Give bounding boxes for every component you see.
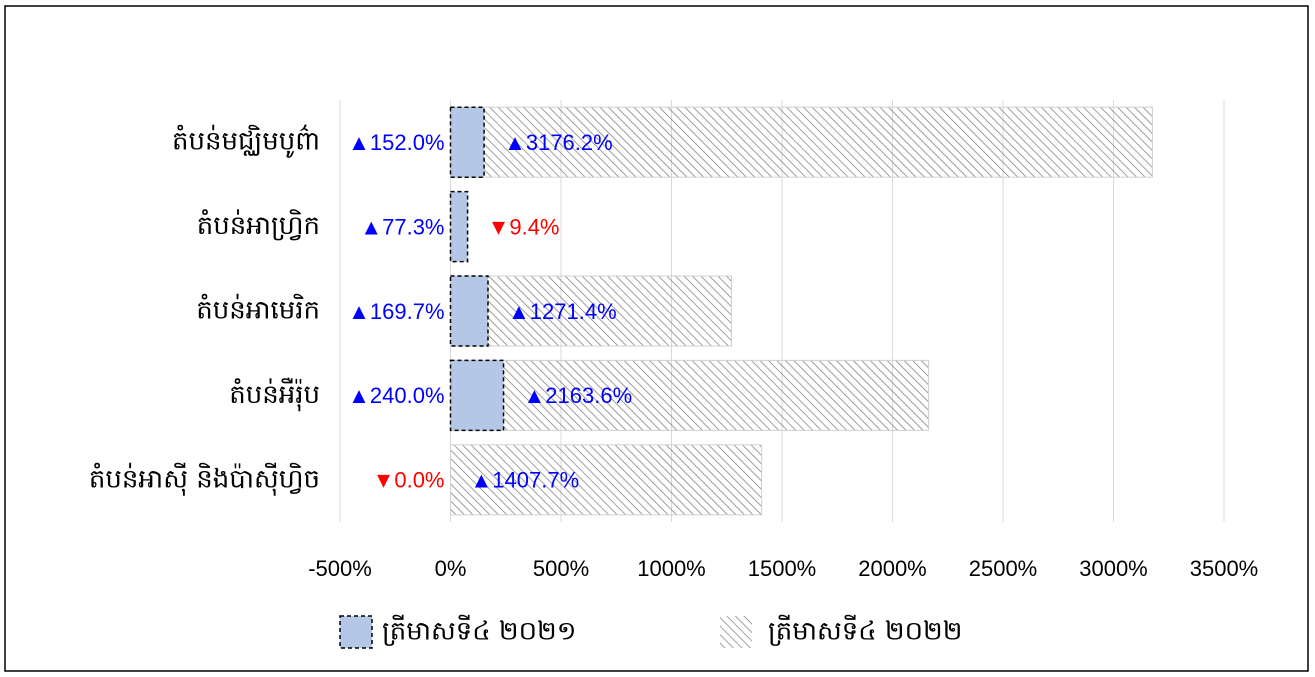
legend-swatch bbox=[339, 615, 373, 649]
bar-2021 bbox=[449, 275, 489, 347]
category-label: តំបន់អឺរ៉ុប bbox=[229, 377, 320, 412]
bar-2022 bbox=[450, 106, 1153, 178]
data-label: ▼0.0% bbox=[373, 468, 445, 493]
x-tick-label: 2000% bbox=[858, 556, 927, 581]
category-label: តំបន់អាស៊ី និងប៉ាស៊ីហ្វិច bbox=[89, 462, 320, 496]
bar-2022 bbox=[450, 275, 732, 347]
data-label: ▲169.7% bbox=[348, 299, 444, 324]
data-label: ▲152.0% bbox=[348, 130, 444, 155]
category-label: តំបន់អាហ្វ្រិក bbox=[197, 209, 320, 241]
legend-label: ត្រីមាសទី៤ ២០២១ bbox=[382, 615, 576, 647]
x-tick-label: 3000% bbox=[1079, 556, 1148, 581]
x-tick-label: 500% bbox=[533, 556, 589, 581]
legend-swatch bbox=[720, 616, 752, 648]
category-label: តំបន់មជ្ឈិមបូព៌ា bbox=[172, 125, 320, 159]
data-label: ▲1407.7% bbox=[471, 468, 580, 493]
data-label: ▲2163.6% bbox=[524, 383, 633, 408]
data-label: ▼9.4% bbox=[488, 214, 560, 239]
bar-2021 bbox=[449, 359, 505, 432]
x-tick-label: 1000% bbox=[637, 556, 706, 581]
data-label: ▲1271.4% bbox=[508, 299, 617, 324]
bar-2022 bbox=[450, 444, 763, 516]
category-label: តំបន់អាមេរិក bbox=[196, 294, 320, 326]
legend-label: ត្រីមាសទី៤ ២០២២ bbox=[768, 615, 962, 647]
bar-2021 bbox=[449, 190, 469, 263]
bar-2021 bbox=[449, 106, 485, 178]
bar-2022 bbox=[450, 359, 930, 431]
x-tick-label: 2500% bbox=[969, 556, 1038, 581]
data-label: ▲77.3% bbox=[360, 214, 444, 239]
x-tick-label: 0% bbox=[435, 556, 467, 581]
x-tick-label: 3500% bbox=[1190, 556, 1259, 581]
x-tick-label: -500% bbox=[308, 556, 372, 581]
x-tick-label: 1500% bbox=[748, 556, 817, 581]
data-label: ▲240.0% bbox=[348, 383, 444, 408]
data-label: ▲3176.2% bbox=[504, 130, 613, 155]
